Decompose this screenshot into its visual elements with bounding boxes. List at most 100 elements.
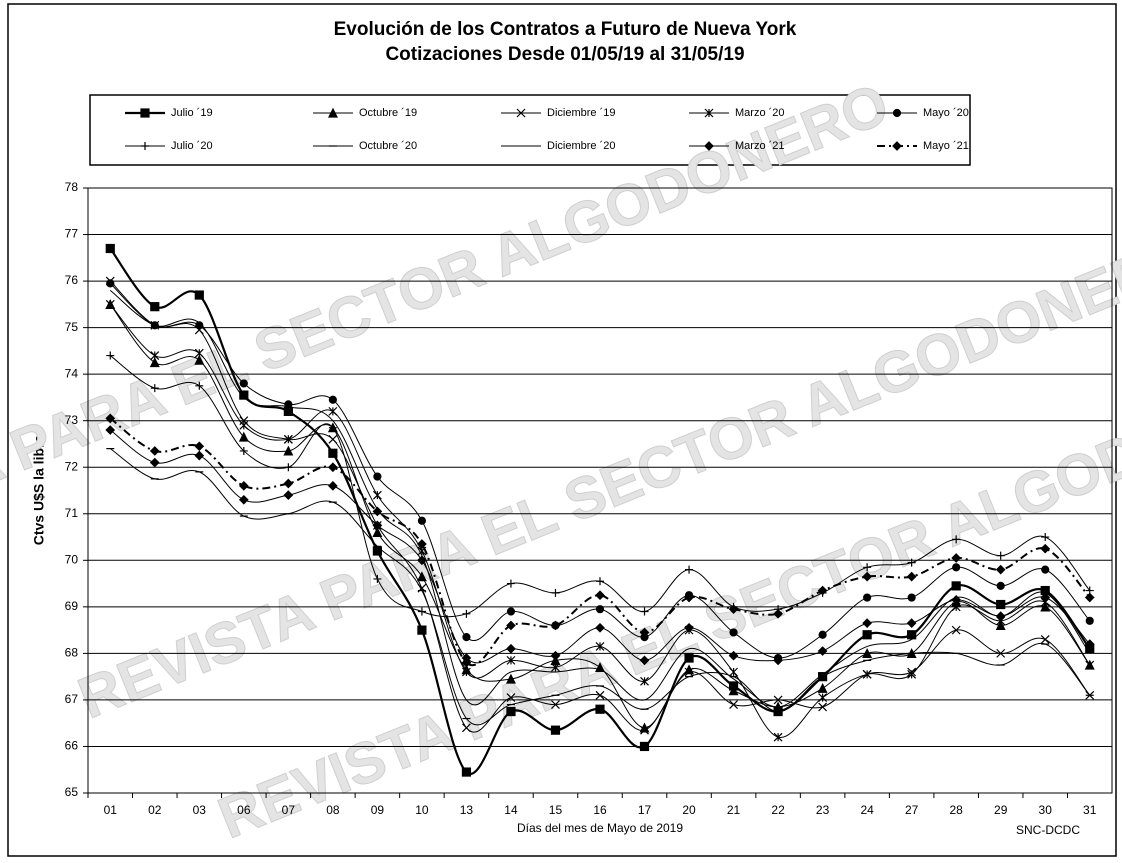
y-tick-label: 75 (65, 320, 79, 334)
marker (639, 655, 650, 666)
marker (685, 565, 694, 574)
marker (729, 628, 738, 637)
x-tick-label: 16 (593, 803, 607, 817)
x-tick-label: 14 (504, 803, 518, 817)
marker (373, 472, 382, 481)
marker (417, 555, 427, 566)
marker (684, 653, 694, 663)
marker (906, 618, 917, 628)
marker (149, 446, 160, 456)
y-tick-label: 74 (65, 366, 79, 380)
chart-subtitle: Cotizaciones Desde 01/05/19 al 31/05/19 (385, 44, 744, 65)
y-tick-label: 76 (65, 273, 79, 287)
x-tick-label: 15 (549, 803, 563, 817)
marker (773, 695, 783, 705)
marker (817, 646, 828, 656)
x-tick-label: 30 (1039, 803, 1053, 817)
marker (862, 571, 872, 582)
marker (372, 506, 383, 517)
marker (818, 702, 828, 712)
marker (328, 462, 338, 473)
legend-label: Marzo ´21 (735, 140, 785, 152)
marker (239, 420, 249, 430)
marker (149, 457, 160, 468)
marker (863, 563, 872, 572)
chart-title: Evolución de los Contratos a Futuro de N… (334, 19, 797, 40)
source: SNC-DCDC (1016, 823, 1080, 837)
marker (506, 607, 516, 616)
series-line (109, 304, 1091, 738)
marker (150, 351, 160, 360)
marker (1040, 601, 1051, 612)
marker (238, 480, 249, 491)
marker (551, 588, 560, 597)
legend-label: Diciembre ´20 (547, 140, 615, 152)
y-tick-label: 72 (65, 459, 79, 473)
x-tick-label: 23 (816, 803, 830, 817)
marker (238, 431, 249, 442)
marker (704, 108, 714, 118)
marker (892, 141, 902, 151)
marker (195, 321, 204, 330)
marker (862, 648, 873, 658)
x-tick-label: 31 (1083, 803, 1097, 817)
marker (1040, 634, 1050, 644)
marker (550, 725, 561, 735)
marker (328, 107, 338, 118)
marker (417, 625, 427, 635)
marker (328, 423, 337, 432)
x-tick-label: 17 (638, 803, 652, 817)
x-tick-label: 21 (727, 803, 741, 817)
marker (1085, 616, 1094, 625)
marker (461, 657, 472, 668)
marker (996, 648, 1006, 658)
marker (595, 690, 605, 700)
marker (729, 700, 738, 710)
x-tick-label: 24 (860, 803, 874, 817)
marker (372, 520, 383, 531)
marker (140, 108, 150, 118)
y-tick-label: 71 (65, 506, 79, 520)
marker (239, 390, 249, 400)
marker (640, 676, 649, 686)
marker (906, 571, 917, 582)
y-tick-label: 70 (65, 552, 79, 566)
marker (194, 348, 204, 358)
y-tick-label: 68 (65, 646, 79, 660)
marker (907, 669, 917, 679)
marker (862, 669, 872, 679)
marker (595, 590, 605, 601)
marker (595, 704, 605, 714)
marker (283, 445, 294, 456)
marker (105, 413, 116, 424)
marker (105, 299, 115, 309)
x-axis-label: Días del mes de Mayo de 2019 (517, 821, 683, 835)
marker (863, 593, 872, 602)
series-line (109, 448, 1091, 726)
marker (506, 579, 515, 588)
marker (328, 395, 337, 404)
series-line (109, 304, 1091, 729)
marker (283, 490, 294, 501)
marker (550, 650, 561, 661)
marker (1040, 592, 1051, 603)
marker (462, 667, 471, 677)
marker (996, 551, 1005, 560)
legend-label: Octubre ´20 (359, 140, 417, 152)
marker (907, 593, 916, 602)
marker (194, 354, 205, 365)
marker (995, 611, 1006, 622)
marker (550, 620, 561, 631)
series-line (109, 283, 1091, 659)
marker (417, 516, 427, 525)
marker (105, 425, 116, 435)
marker (417, 539, 427, 549)
legend-label: Mayo ´20 (923, 107, 969, 119)
legend-label: Julio ´20 (171, 140, 213, 152)
marker (239, 446, 248, 455)
marker (194, 441, 205, 452)
marker (595, 622, 605, 633)
marker (195, 381, 204, 390)
y-tick-label: 78 (65, 180, 79, 194)
